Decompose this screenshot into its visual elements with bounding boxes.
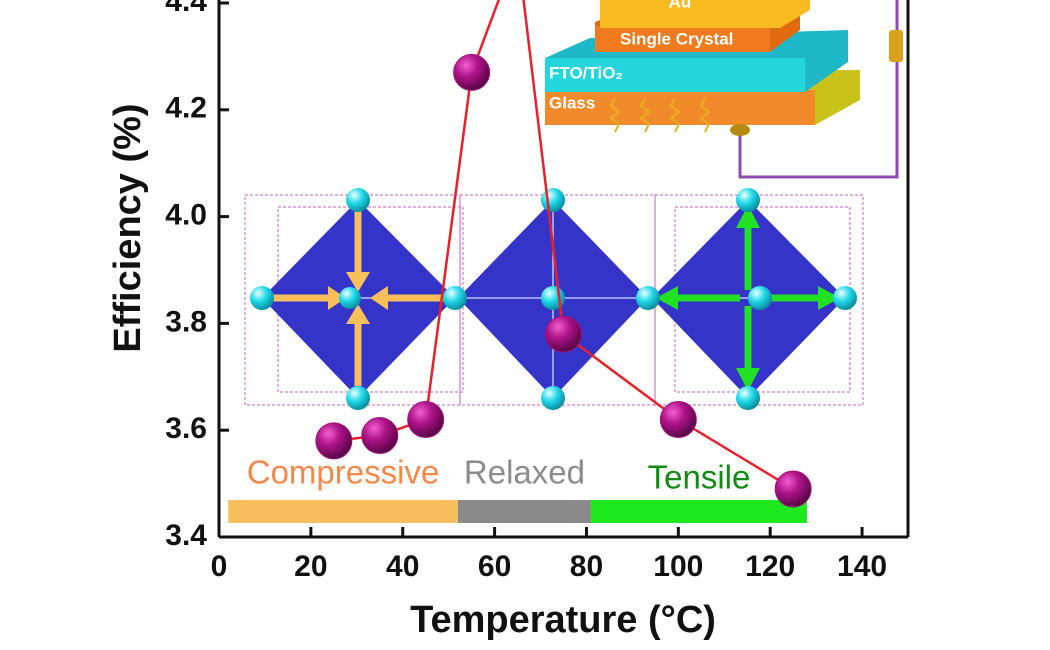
data-point [315, 422, 353, 460]
inset-label: Glass [549, 93, 595, 112]
y-tick-label: 3.8 [165, 305, 207, 338]
x-tick-label: 20 [294, 550, 327, 583]
data-point [453, 53, 491, 91]
x-tick-label: 120 [745, 550, 795, 583]
inset-label: Single Crystal [620, 29, 733, 48]
strain-region-label: Compressive [247, 454, 440, 491]
x-tick-label: 60 [478, 550, 511, 583]
x-tick-label: 100 [653, 550, 703, 583]
y-tick-label: 3.4 [165, 519, 207, 552]
data-point [407, 401, 445, 439]
strain-region-bar [591, 500, 807, 523]
device-inset: Au Single Crystal FTO/TiO₂ Glass [545, 0, 903, 179]
y-tick-label: 4.2 [165, 92, 207, 125]
x-axis-label: Temperature (°C) [410, 599, 716, 641]
data-point [659, 401, 697, 439]
strain-region-label: Relaxed [464, 454, 585, 491]
y-tick-label: 3.6 [165, 412, 207, 445]
data-point [361, 417, 399, 455]
data-point [774, 470, 812, 508]
x-tick-label: 40 [386, 550, 419, 583]
inset-label: FTO/TiO₂ [549, 63, 623, 82]
x-tick-label: 0 [211, 550, 228, 583]
y-tick-label: 4.0 [165, 199, 207, 232]
x-tick-label: 140 [837, 550, 887, 583]
y-tick-label: 4.4 [165, 0, 207, 18]
data-point [545, 315, 582, 353]
strain-region-bar [228, 500, 458, 523]
inset-label: Au [669, 0, 692, 11]
x-tick-label: 80 [570, 550, 603, 583]
strain-region-label: Tensile [648, 459, 751, 496]
crystal-illustration [244, 188, 864, 410]
strain-region-bar [457, 500, 592, 523]
y-axis-label: Efficiency (%) [107, 103, 149, 352]
